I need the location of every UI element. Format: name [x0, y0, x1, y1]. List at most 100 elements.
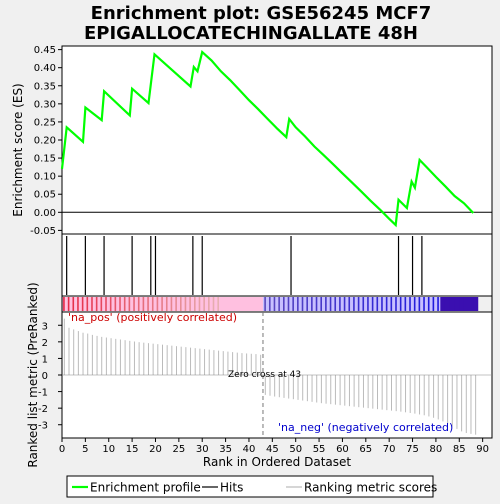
band-stripe — [208, 297, 210, 311]
band-stripe — [454, 297, 460, 311]
band-stripe — [463, 297, 469, 311]
band-stripe — [81, 297, 84, 311]
metric-tick-label: -3 — [38, 421, 48, 432]
es-tick-label: 0.15 — [34, 154, 56, 165]
chart-title-line2: EPIGALLOCATECHINGALLATE 48H — [84, 23, 418, 44]
band-stripe — [123, 297, 126, 311]
band-stripe — [357, 297, 360, 311]
x-tick-label: 10 — [102, 444, 115, 455]
band-stripe — [77, 297, 79, 311]
es-tick-label: 0.35 — [34, 81, 56, 92]
band-stripe — [179, 297, 182, 311]
legend: Enrichment profile Hits Ranking metric sco… — [72, 481, 437, 495]
metric-tick-label: -2 — [38, 404, 48, 415]
legend-box — [66, 475, 434, 498]
band-stripe — [459, 297, 465, 311]
hits-group — [66, 236, 423, 295]
band-neg-label: 'na_neg' (negatively correlated) — [278, 421, 453, 434]
metric-tick-label: 0 — [42, 371, 48, 382]
x-tick-label: 90 — [476, 444, 489, 455]
band-stripe — [301, 297, 304, 311]
band-stripe — [297, 297, 299, 311]
hits-panel-frame — [61, 233, 493, 297]
band-stripe — [399, 297, 402, 311]
es-tick-label: -0.05 — [30, 226, 56, 237]
x-tick-label: 0 — [59, 444, 65, 455]
band-stripe — [165, 297, 168, 311]
band-stripe — [343, 297, 346, 311]
metric-bars-group — [62, 312, 492, 438]
x-tick-label: 60 — [336, 444, 349, 455]
band-stripe — [348, 297, 351, 311]
rank-color-band — [62, 297, 479, 311]
band-stripe — [194, 297, 196, 311]
x-tick-label: 75 — [406, 444, 419, 455]
es-profile-group — [60, 50, 475, 228]
band-stripe — [67, 297, 70, 311]
band-stripe — [473, 297, 479, 311]
band-stripe — [114, 297, 117, 311]
band-stripe — [437, 297, 439, 311]
band-stripe — [95, 297, 98, 311]
legend-label: Hits — [220, 481, 243, 495]
es-tick-label: 0.45 — [34, 45, 56, 56]
band-stripe — [339, 297, 341, 311]
band-stripe — [444, 297, 451, 311]
band-stripe — [170, 297, 173, 311]
band-stripe — [320, 297, 323, 311]
es-tick-label: 0.30 — [34, 99, 56, 110]
es-tick-label: 0.40 — [34, 63, 56, 74]
band-pos-label: 'na_pos' (positively correlated) — [68, 311, 237, 324]
x-tick-label: 15 — [126, 444, 139, 455]
es-profile-line — [60, 50, 475, 228]
band-stripe — [440, 297, 446, 311]
band-stripe — [119, 297, 121, 311]
band-stripe — [212, 297, 215, 311]
band-stripe — [72, 297, 75, 311]
band-stripe — [268, 297, 271, 311]
x-axis-label: Rank in Ordered Dataset — [203, 455, 351, 469]
band-stripe — [432, 297, 435, 311]
band-stripe — [390, 297, 393, 311]
band-stripe — [367, 297, 369, 311]
band-stripe — [133, 297, 135, 311]
band-stripe — [86, 297, 89, 311]
band-stripe — [287, 297, 290, 311]
metric-tick-label: 3 — [42, 321, 48, 332]
x-tick-label: 50 — [289, 444, 302, 455]
x-tick-label: 55 — [313, 444, 326, 455]
es-axis-ticks: -0.05 0.00 0.05 0.10 0.15 0.20 0.25 0.30 0.35 0.4… — [30, 45, 492, 237]
es-axis-label: Enrichment score (ES) — [11, 83, 25, 216]
band-stripe — [362, 297, 365, 311]
band-stripe — [198, 297, 201, 311]
metric-tick-label: 2 — [42, 338, 48, 349]
es-panel-frame — [61, 45, 493, 235]
chart-title-line1: Enrichment plot: GSE56245 MCF7 — [91, 3, 432, 24]
band-stripe — [395, 297, 397, 311]
metric-tick-label: 1 — [42, 354, 48, 365]
x-tick-label: 45 — [266, 444, 279, 455]
zero-cross-label: Zero cross at 43 — [228, 370, 301, 380]
es-tick-label: 0.00 — [34, 208, 56, 219]
x-tick-label: 20 — [149, 444, 162, 455]
x-axis-ticks: 0 5 10 15 20 25 30 35 40 45 50 55 60 65 70 75 80 85 90 — [59, 438, 489, 455]
x-tick-label: 25 — [172, 444, 185, 455]
band-stripe — [292, 297, 294, 311]
band-stripe — [283, 297, 285, 311]
es-tick-label: 0.10 — [34, 172, 56, 183]
x-tick-label: 35 — [219, 444, 232, 455]
band-stripe — [100, 297, 103, 311]
band-stripe — [306, 297, 308, 311]
metric-tick-label: -1 — [38, 388, 48, 399]
band-stripe — [468, 297, 474, 311]
band-stripe — [189, 297, 191, 311]
band-stripe — [91, 297, 93, 311]
band-stripe — [423, 297, 425, 311]
band-stripe — [325, 297, 327, 311]
es-tick-label: 0.25 — [34, 117, 56, 128]
band-stripe — [184, 297, 187, 311]
band-stripe — [278, 297, 280, 311]
band-stripe — [217, 297, 219, 311]
legend-label: Enrichment profile — [90, 481, 201, 495]
